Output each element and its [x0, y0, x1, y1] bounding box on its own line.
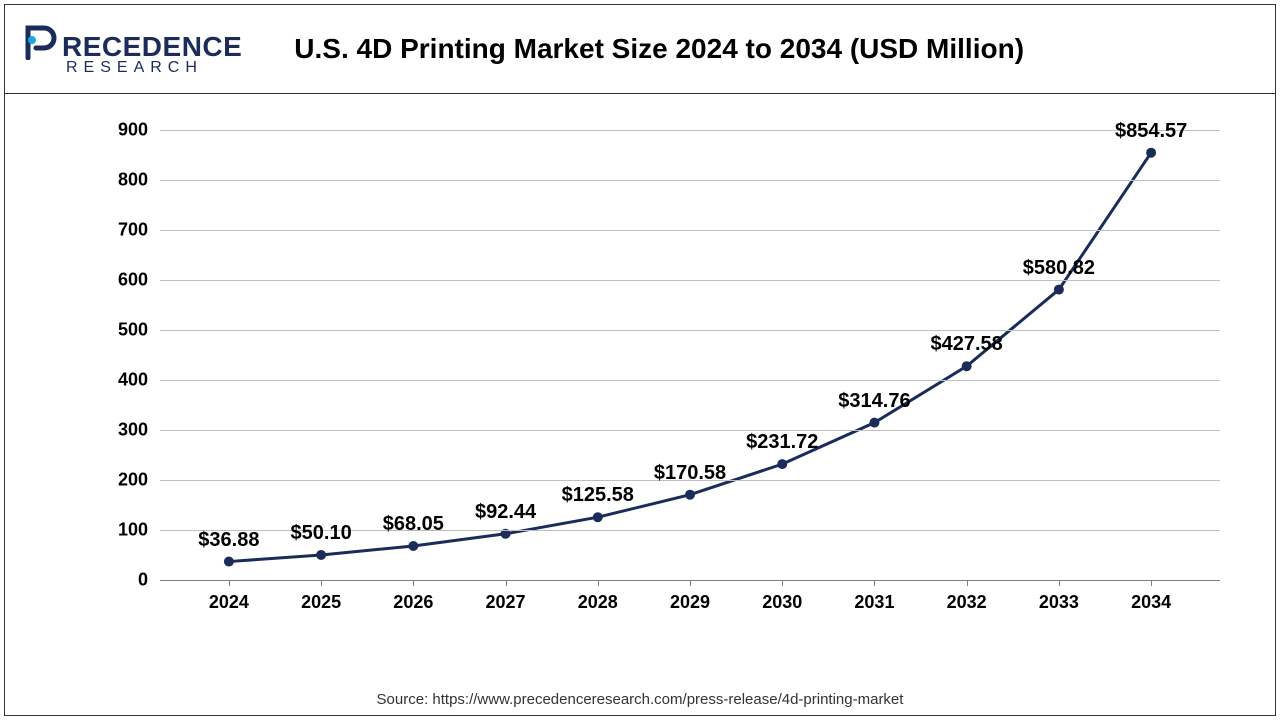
data-label: $854.57: [1115, 120, 1187, 143]
x-tick-label: 2032: [947, 592, 987, 613]
data-label: $68.05: [383, 513, 444, 536]
data-label: $580.82: [1023, 257, 1095, 280]
data-line: [229, 153, 1151, 562]
x-tick-label: 2033: [1039, 592, 1079, 613]
gridline: [160, 130, 1220, 131]
x-tick-mark: [1151, 580, 1152, 586]
gridline: [160, 330, 1220, 331]
data-label: $427.58: [931, 333, 1003, 356]
data-label: $170.58: [654, 462, 726, 485]
gridline: [160, 430, 1220, 431]
y-tick-label: 300: [118, 420, 148, 441]
data-label: $36.88: [198, 529, 259, 552]
x-tick-mark: [506, 580, 507, 586]
chart-title: U.S. 4D Printing Market Size 2024 to 203…: [242, 33, 1256, 65]
logo: RECEDENCE RESEARCH: [24, 20, 242, 77]
data-marker: [777, 459, 787, 469]
header: RECEDENCE RESEARCH U.S. 4D Printing Mark…: [4, 4, 1276, 94]
gridline: [160, 230, 1220, 231]
x-tick-label: 2027: [486, 592, 526, 613]
data-marker: [1054, 285, 1064, 295]
data-marker: [962, 361, 972, 371]
x-tick-label: 2028: [578, 592, 618, 613]
x-tick-mark: [874, 580, 875, 586]
data-label: $92.44: [475, 501, 536, 524]
data-marker: [408, 541, 418, 551]
data-marker: [593, 512, 603, 522]
y-tick-label: 600: [118, 270, 148, 291]
x-tick-label: 2029: [670, 592, 710, 613]
x-tick-label: 2024: [209, 592, 249, 613]
y-tick-label: 700: [118, 220, 148, 241]
x-tick-mark: [690, 580, 691, 586]
gridline: [160, 280, 1220, 281]
plot-region: 0100200300400500600700800900202420252026…: [160, 130, 1220, 580]
data-label: $125.58: [562, 484, 634, 507]
y-tick-label: 900: [118, 120, 148, 141]
y-tick-label: 0: [138, 570, 148, 591]
data-marker: [1146, 148, 1156, 158]
logo-text-block: RECEDENCE RESEARCH: [62, 31, 242, 77]
x-tick-mark: [967, 580, 968, 586]
source-text: Source: https://www.precedenceresearch.c…: [0, 691, 1280, 708]
chart-area: 0 100 200 300 400 500 600 700 800 900 2024 2025 2026…: [60, 110, 1240, 650]
x-tick-label: 2026: [393, 592, 433, 613]
x-tick-mark: [598, 580, 599, 586]
x-tick-label: 2025: [301, 592, 341, 613]
data-label: $231.72: [746, 431, 818, 454]
data-marker: [685, 490, 695, 500]
x-tick-label: 2030: [762, 592, 802, 613]
x-tick-mark: [1059, 580, 1060, 586]
logo-icon: [24, 24, 60, 60]
data-marker: [869, 418, 879, 428]
data-label: $50.10: [291, 522, 352, 545]
x-tick-label: 2031: [854, 592, 894, 613]
y-tick-label: 500: [118, 320, 148, 341]
x-tick-mark: [413, 580, 414, 586]
gridline: [160, 180, 1220, 181]
data-marker: [224, 557, 234, 567]
y-tick-label: 200: [118, 470, 148, 491]
y-tick-label: 800: [118, 170, 148, 191]
data-marker: [316, 550, 326, 560]
x-tick-mark: [229, 580, 230, 586]
y-tick-label: 400: [118, 370, 148, 391]
data-label: $314.76: [838, 390, 910, 413]
line-chart-svg: [160, 130, 1220, 580]
gridline: [160, 380, 1220, 381]
x-tick-label: 2034: [1131, 592, 1171, 613]
x-tick-mark: [321, 580, 322, 586]
y-tick-label: 100: [118, 520, 148, 541]
x-tick-mark: [782, 580, 783, 586]
